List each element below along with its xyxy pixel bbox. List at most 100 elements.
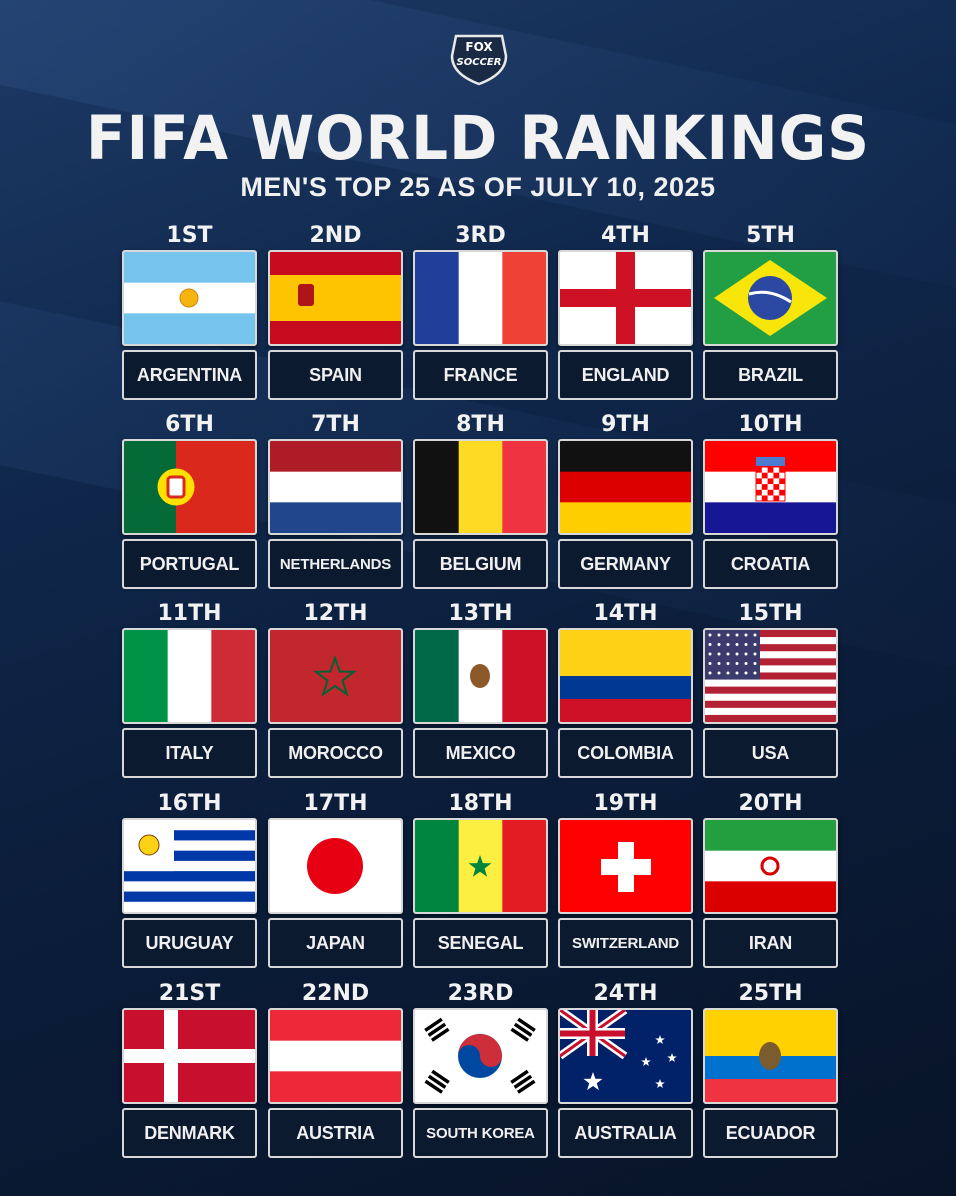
country-name: JAPAN bbox=[268, 918, 403, 968]
country-name: AUSTRIA bbox=[268, 1108, 403, 1158]
rank-label: 4TH bbox=[601, 223, 650, 248]
country-name: IRAN bbox=[703, 918, 838, 968]
ranking-card: 21ST DENMARK bbox=[122, 982, 257, 1158]
austria-flag-icon bbox=[268, 1008, 403, 1104]
ranking-card: 10TH CROATIA bbox=[703, 413, 838, 589]
country-name: DENMARK bbox=[122, 1108, 257, 1158]
france-flag-icon bbox=[413, 250, 548, 346]
ranking-card: 18TH SENEGAL bbox=[413, 792, 548, 968]
country-name: CROATIA bbox=[703, 539, 838, 589]
ranking-card: 2ND SPAIN bbox=[268, 224, 403, 400]
country-name: USA bbox=[703, 728, 838, 778]
south-korea-flag-icon bbox=[413, 1008, 548, 1104]
country-name: SOUTH KOREA bbox=[413, 1108, 548, 1158]
ecuador-flag-icon bbox=[703, 1008, 838, 1104]
country-name: URUGUAY bbox=[122, 918, 257, 968]
ranking-card: 15TH USA bbox=[703, 602, 838, 778]
country-name: BRAZIL bbox=[703, 350, 838, 400]
country-name: NETHERLANDS bbox=[268, 539, 403, 589]
rank-label: 24TH bbox=[593, 981, 658, 1006]
italy-flag-icon bbox=[122, 628, 257, 724]
ranking-card: 19TH SWITZERLAND bbox=[558, 792, 693, 968]
argentina-flag-icon bbox=[122, 250, 257, 346]
ranking-card: 5TH BRAZIL bbox=[703, 224, 838, 400]
country-name: SPAIN bbox=[268, 350, 403, 400]
page-subtitle: MEN'S TOP 25 AS OF JULY 10, 2025 bbox=[240, 172, 716, 202]
rank-label: 20TH bbox=[738, 791, 803, 816]
spain-flag-icon bbox=[268, 250, 403, 346]
rank-label: 12TH bbox=[303, 601, 368, 626]
croatia-flag-icon bbox=[703, 439, 838, 535]
svg-text:SOCCER: SOCCER bbox=[457, 57, 502, 68]
rank-label: 23RD bbox=[447, 981, 514, 1006]
rank-label: 13TH bbox=[448, 601, 513, 626]
country-name: BELGIUM bbox=[413, 539, 548, 589]
rank-label: 21ST bbox=[158, 981, 221, 1006]
svg-text:FOX: FOX bbox=[465, 40, 493, 54]
ranking-card: 20TH IRAN bbox=[703, 792, 838, 968]
country-name: ARGENTINA bbox=[122, 350, 257, 400]
country-name: SWITZERLAND bbox=[558, 918, 693, 968]
country-name: ENGLAND bbox=[558, 350, 693, 400]
belgium-flag-icon bbox=[413, 439, 548, 535]
ranking-card: 7TH NETHERLANDS bbox=[268, 413, 403, 589]
ranking-card: 3RD FRANCE bbox=[413, 224, 548, 400]
mexico-flag-icon bbox=[413, 628, 548, 724]
rank-label: 2ND bbox=[309, 223, 362, 248]
morocco-flag-icon bbox=[268, 628, 403, 724]
denmark-flag-icon bbox=[122, 1008, 257, 1104]
rank-label: 5TH bbox=[746, 223, 795, 248]
rank-label: 19TH bbox=[593, 791, 658, 816]
ranking-card: 9TH GERMANY bbox=[558, 413, 693, 589]
rank-label: 3RD bbox=[455, 223, 506, 248]
ranking-card: 11TH ITALY bbox=[122, 602, 257, 778]
fox-soccer-logo: FOX SOCCER bbox=[450, 34, 508, 86]
portugal-flag-icon bbox=[122, 439, 257, 535]
country-name: MEXICO bbox=[413, 728, 548, 778]
ranking-card: 14TH COLOMBIA bbox=[558, 602, 693, 778]
ranking-card: 16TH URUGUAY bbox=[122, 792, 257, 968]
ranking-card: 13TH MEXICO bbox=[413, 602, 548, 778]
rank-label: 15TH bbox=[738, 601, 803, 626]
rank-label: 17TH bbox=[303, 791, 368, 816]
rank-label: 11TH bbox=[157, 601, 222, 626]
colombia-flag-icon bbox=[558, 628, 693, 724]
ranking-card: 22ND AUSTRIA bbox=[268, 982, 403, 1158]
australia-flag-icon bbox=[558, 1008, 693, 1104]
germany-flag-icon bbox=[558, 439, 693, 535]
country-name: GERMANY bbox=[558, 539, 693, 589]
page-title: FIFA WORLD RANKINGS bbox=[85, 102, 871, 174]
rank-label: 16TH bbox=[157, 791, 222, 816]
country-name: PORTUGAL bbox=[122, 539, 257, 589]
ranking-card: 25TH ECUADOR bbox=[703, 982, 838, 1158]
rank-label: 9TH bbox=[601, 412, 650, 437]
senegal-flag-icon bbox=[413, 818, 548, 914]
ranking-card: 6TH PORTUGAL bbox=[122, 413, 257, 589]
country-name: ITALY bbox=[122, 728, 257, 778]
country-name: COLOMBIA bbox=[558, 728, 693, 778]
country-name: SENEGAL bbox=[413, 918, 548, 968]
ranking-card: 12TH MOROCCO bbox=[268, 602, 403, 778]
country-name: AUSTRALIA bbox=[558, 1108, 693, 1158]
japan-flag-icon bbox=[268, 818, 403, 914]
ranking-card: 17TH JAPAN bbox=[268, 792, 403, 968]
country-name: ECUADOR bbox=[703, 1108, 838, 1158]
rank-label: 22ND bbox=[301, 981, 370, 1006]
rank-label: 6TH bbox=[165, 412, 214, 437]
ranking-card: 23RD SOUTH KOREA bbox=[413, 982, 548, 1158]
rank-label: 25TH bbox=[738, 981, 803, 1006]
country-name: FRANCE bbox=[413, 350, 548, 400]
england-flag-icon bbox=[558, 250, 693, 346]
iran-flag-icon bbox=[703, 818, 838, 914]
country-name: MOROCCO bbox=[268, 728, 403, 778]
usa-flag-icon bbox=[703, 628, 838, 724]
rank-label: 10TH bbox=[738, 412, 803, 437]
ranking-card: 8TH BELGIUM bbox=[413, 413, 548, 589]
rank-label: 7TH bbox=[311, 412, 360, 437]
netherlands-flag-icon bbox=[268, 439, 403, 535]
rank-label: 18TH bbox=[448, 791, 513, 816]
rank-label: 1ST bbox=[166, 223, 213, 248]
ranking-card: 24TH AUSTRALIA bbox=[558, 982, 693, 1158]
brazil-flag-icon bbox=[703, 250, 838, 346]
ranking-card: 4TH ENGLAND bbox=[558, 224, 693, 400]
